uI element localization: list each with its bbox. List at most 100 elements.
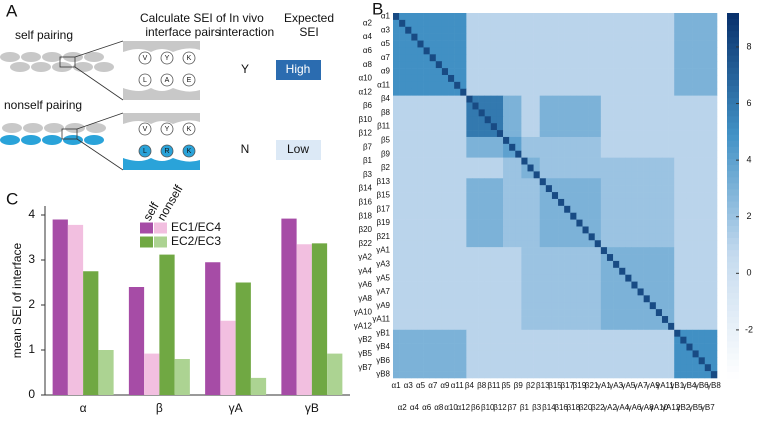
heat-cell: [479, 178, 485, 185]
heat-cell: [613, 47, 619, 54]
heat-cell: [613, 171, 619, 178]
heat-cell: [497, 337, 503, 344]
heat-cell: [680, 130, 686, 137]
heat-cell: [705, 20, 711, 27]
heat-cell: [619, 96, 625, 103]
heat-cell: [430, 199, 436, 206]
heat-cell: [613, 288, 619, 295]
heat-cell: [417, 20, 423, 27]
heat-cell: [656, 295, 662, 302]
heat-cell: [411, 96, 417, 103]
heat-cell: [515, 295, 521, 302]
heat-cell: [668, 240, 674, 247]
heat-cell: [601, 226, 607, 233]
heat-cell: [472, 282, 478, 289]
heat-cell: [436, 282, 442, 289]
heat-cell: [466, 206, 472, 213]
heat-cell: [607, 116, 613, 123]
heat-cell: [583, 13, 589, 20]
heat-cell: [521, 89, 527, 96]
heat-cell: [638, 364, 644, 371]
heat-cell: [479, 233, 485, 240]
heat-cell: [570, 330, 576, 337]
heat-cell: [534, 151, 540, 158]
heat-cell: [589, 158, 595, 165]
heat-cell: [521, 330, 527, 337]
heat-cell: [601, 47, 607, 54]
heat-cell: [656, 41, 662, 48]
heat-cell: [711, 96, 717, 103]
heat-cell: [479, 20, 485, 27]
heat-cell: [497, 206, 503, 213]
column-label: α11: [451, 381, 464, 390]
heat-cell: [497, 54, 503, 61]
heat-cell: [705, 96, 711, 103]
heat-cell: [424, 364, 430, 371]
heat-cell: [485, 75, 491, 82]
heat-cell: [454, 288, 460, 295]
heat-cell: [552, 54, 558, 61]
heat-cell: [454, 20, 460, 27]
heat-cell: [485, 344, 491, 351]
colorbar-step: [727, 256, 739, 263]
heat-cell: [601, 309, 607, 316]
heat-cell: [521, 75, 527, 82]
heat-cell: [570, 275, 576, 282]
heat-cell: [491, 13, 497, 20]
heat-cell: [625, 137, 631, 144]
heat-cell: [436, 240, 442, 247]
heat-cell: [436, 75, 442, 82]
heat-cell: [668, 364, 674, 371]
interaction: Y: [241, 62, 249, 76]
heat-cell: [540, 192, 546, 199]
heat-cell: [595, 34, 601, 41]
heat-cell: [644, 41, 650, 48]
sei-label: High: [286, 62, 311, 76]
colorbar-step: [727, 68, 739, 75]
bar: [236, 283, 251, 396]
heat-cell: [466, 165, 472, 172]
heat-cell: [479, 151, 485, 158]
heat-cell: [552, 192, 558, 199]
heat-cell: [546, 268, 552, 275]
heat-cell: [534, 371, 540, 378]
heat-cell: [607, 75, 613, 82]
heat-cell: [607, 309, 613, 316]
heat-cell: [595, 144, 601, 151]
heat-cell: [558, 309, 564, 316]
heat-cell: [595, 158, 601, 165]
heat-cell: [430, 123, 436, 130]
heat-cell: [503, 41, 509, 48]
heat-cell: [534, 116, 540, 123]
heat-cell: [601, 130, 607, 137]
heat-cell: [527, 89, 533, 96]
heat-cell: [436, 20, 442, 27]
heat-cell: [527, 206, 533, 213]
heat-cell: [466, 213, 472, 220]
colorbar-step: [727, 269, 739, 276]
heat-cell: [405, 330, 411, 337]
heat-cell: [521, 82, 527, 89]
heat-cell: [460, 75, 466, 82]
heat-cell: [527, 213, 533, 220]
heat-cell: [668, 323, 674, 330]
column-label: β7: [508, 403, 518, 412]
heat-cell: [711, 302, 717, 309]
heat-cell: [393, 206, 399, 213]
heat-cell: [405, 371, 411, 378]
heat-cell: [521, 61, 527, 68]
legend-row: EC1/EC4: [171, 220, 221, 234]
colorbar-step: [727, 238, 739, 245]
heat-cell: [589, 309, 595, 316]
heat-cell: [534, 158, 540, 165]
heat-cell: [448, 275, 454, 282]
heat-cell: [546, 220, 552, 227]
heat-cell: [656, 350, 662, 357]
heat-cell: [405, 47, 411, 54]
heat-cell: [436, 330, 442, 337]
heat-cell: [576, 144, 582, 151]
heat-cell: [534, 254, 540, 261]
heat-cell: [472, 96, 478, 103]
heat-cell: [546, 41, 552, 48]
